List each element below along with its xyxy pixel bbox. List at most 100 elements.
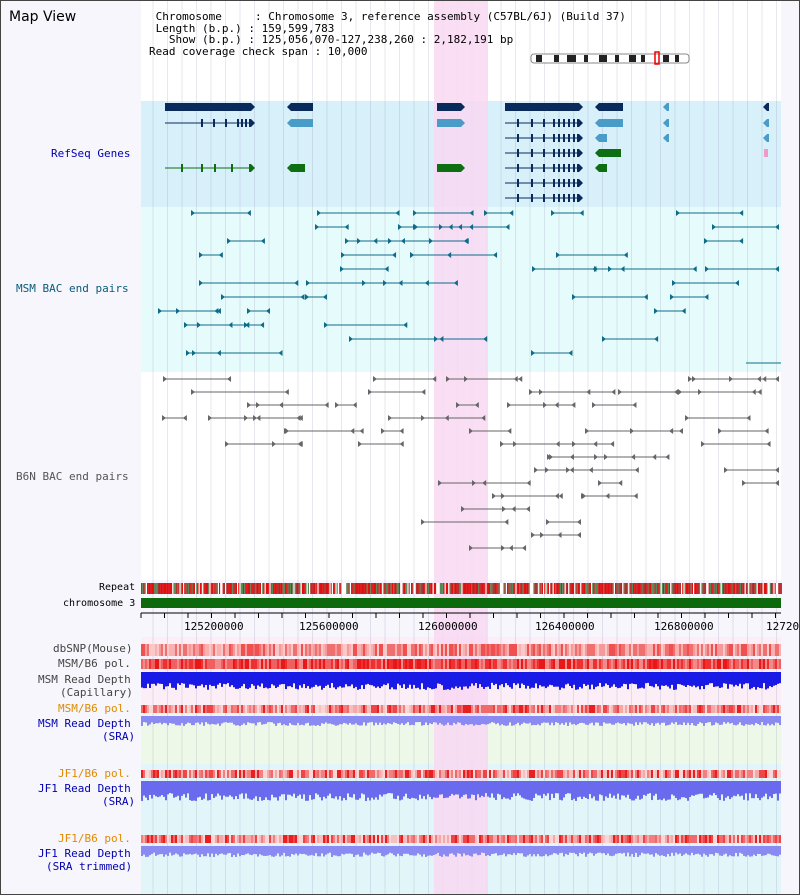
heatmap-cell [351,770,353,778]
repeat-bar [642,583,644,594]
heatmap-cell [591,835,593,843]
depth-bar [719,716,721,725]
depth-bar [359,846,361,857]
depth-bar [329,672,331,688]
heatmap-cell [173,770,175,778]
depth-bar [153,846,155,853]
heatmap-cell [263,659,265,669]
heatmap-cell [155,659,157,669]
repeat-bar [393,583,395,594]
heatmap-cell [441,835,443,843]
heatmap-cell [203,705,205,713]
depth-bar [749,672,751,690]
depth-bar [767,716,769,724]
heatmap-cell [653,659,655,669]
heatmap-cell [513,659,515,669]
depth-bar [381,781,383,797]
track-label-msm-bac[interactable]: MSM BAC end pairs [16,282,129,295]
heatmap-cell [143,770,145,778]
heatmap-cell [275,770,277,778]
depth-bar [731,672,733,685]
repeat-bar [684,583,686,594]
repeat-bar [731,583,733,594]
repeat-bar [703,583,706,594]
gene-exon [543,164,545,172]
depth-bar [339,672,341,687]
heatmap-cell [539,659,541,669]
depth-bar [163,846,165,857]
depth-bar [197,781,199,798]
depth-bar [457,781,459,795]
repeat-bar [201,583,203,594]
heatmap-cell [603,659,605,669]
heatmap-cell [695,644,697,656]
depth-bar [755,846,757,857]
heatmap-cell [255,705,257,713]
heatmap-cell [531,835,533,843]
heatmap-cell [251,659,253,669]
depth-bar [545,716,547,723]
depth-bar [657,716,659,723]
heatmap-cell [773,835,775,843]
depth-bar [373,716,375,726]
depth-bar [713,672,715,687]
repeat-bar [472,583,474,594]
heatmap-cell [313,659,315,669]
repeat-bar [353,583,355,594]
heatmap-cell [475,835,477,843]
heatmap-cell [499,644,501,656]
heatmap-cell [303,659,305,669]
depth-bar [255,781,257,797]
gene-arrow [579,103,583,111]
heatmap-cell [395,705,397,713]
heatmap-cell [681,835,683,843]
heatmap-cell [637,705,639,713]
heatmap-cell [581,659,583,669]
heatmap-cell [755,659,757,669]
repeat-bar [475,583,478,594]
heatmap-cell [199,659,201,669]
depth-bar [661,846,663,856]
heatmap-cell [587,835,589,843]
heatmap-cell [145,644,147,656]
depth-bar [293,781,295,794]
depth-bar [771,846,773,856]
heatmap-cell [241,705,243,713]
repeat-bar [425,583,427,594]
heatmap-cell [721,835,723,843]
bac-end [464,238,469,244]
repeat-bar [511,583,514,594]
bac-end [438,480,442,486]
track-label-refseq[interactable]: RefSeq Genes [51,147,131,160]
heatmap-cell [581,835,583,843]
depth-bar [445,672,447,690]
heatmap-cell [639,644,641,656]
repeat-bar [148,583,150,594]
heatmap-cell [705,770,707,778]
heatmap-cell [505,835,507,843]
depth-bar [541,846,543,857]
bac-end [315,224,319,230]
depth-bar [569,846,571,853]
depth-bar [451,781,453,794]
repeat-bar [211,583,214,594]
heatmap-cell [289,835,291,843]
heatmap-cell [173,659,175,669]
heatmap-cell [763,644,765,656]
bac-end [403,322,408,328]
heatmap-cell [165,770,167,778]
track-label-b6n-bac[interactable]: B6N BAC end pairs [16,470,129,483]
depth-bar [549,781,551,801]
heatmap-cell [195,644,197,656]
depth-bar [397,672,399,684]
heatmap-cell [185,835,187,843]
repeat-bar [564,583,566,594]
heatmap-cell [265,835,267,843]
repeat-bar [597,583,599,594]
bac-end [633,493,638,499]
heatmap-cell [373,835,375,843]
heatmap-cell [193,705,195,713]
repeat-bar [502,583,504,594]
heatmap-cell [701,770,703,778]
depth-bar [685,846,687,854]
